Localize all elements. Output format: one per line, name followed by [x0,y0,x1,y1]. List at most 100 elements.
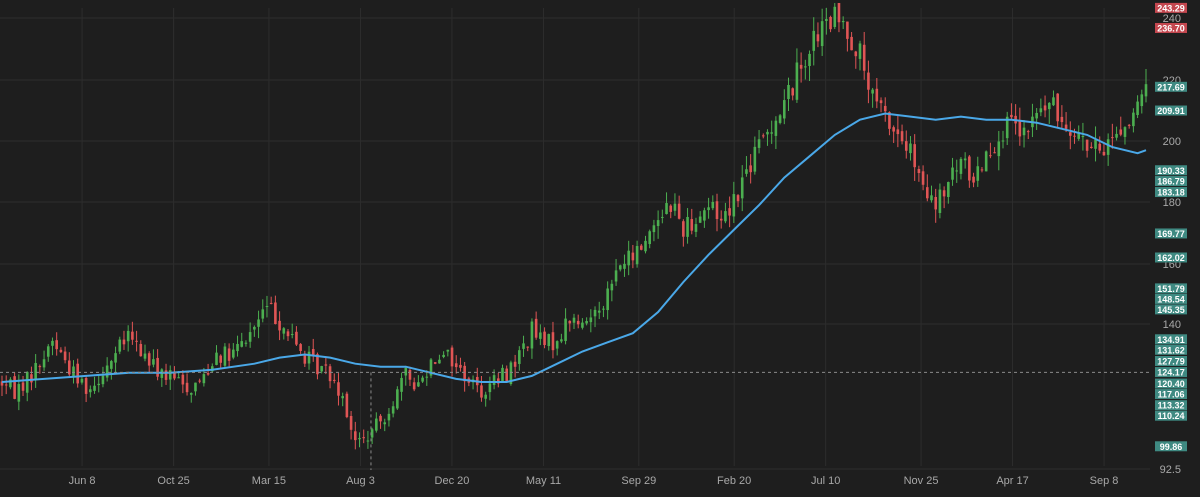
candle-body [143,353,147,359]
candle-body [980,169,984,171]
candle-212 [892,125,895,143]
candle-69 [290,323,294,339]
candle-160 [673,193,677,216]
price-badge-bg [1155,410,1187,421]
candle-body [841,21,845,23]
candle-200 [841,16,845,30]
candle-body [320,366,323,372]
candle-body [303,354,307,364]
candle-238 [1001,130,1005,149]
candle-body [736,195,740,202]
candle-178 [749,154,752,184]
price-badge-bg [1155,105,1187,116]
candle-body [652,225,656,233]
price-badge-text: 120.40 [1157,379,1185,389]
candle-39 [164,363,168,385]
candle-261 [1098,136,1102,154]
candle-123 [518,346,521,371]
candle-body [34,363,37,380]
candle-194 [816,22,820,48]
candle-197 [829,15,832,33]
candle-body [421,377,424,382]
price-badge-text: 127.79 [1157,357,1185,367]
x-tick-label-mar-15: Mar 15 [252,475,286,487]
candle-body [316,354,319,375]
candle-body [387,413,391,421]
candle-body [875,88,879,102]
price-badge-text: 113.32 [1157,401,1184,411]
candle-213 [896,115,900,148]
candle-body [492,375,496,385]
candle-174 [732,181,736,223]
candle-32 [135,330,138,352]
candle-body [358,438,361,440]
candle-body [67,360,71,375]
candle-114 [480,376,483,402]
candle-body [248,332,252,342]
candle-body [724,211,727,222]
candle-body [63,351,67,361]
candle-body [311,348,315,356]
candle-71 [299,343,302,354]
candle-126 [530,318,534,359]
candle-body [530,321,534,349]
candle-13 [55,332,58,356]
price-badge-text: 243.29 [1157,3,1185,13]
candle-242 [1018,107,1022,146]
candle-body [610,283,614,291]
candle-body [38,366,42,368]
candle-100 [421,375,424,383]
candle-body [732,194,736,217]
candle-110 [463,361,466,392]
candle-28 [118,336,122,355]
candle-132 [555,340,559,356]
candle-body [703,210,706,221]
candle-15 [63,346,67,364]
price-badge-99-86: 99.86 [1155,441,1187,452]
candle-body [450,347,454,367]
candle-220 [925,174,929,202]
candle-52 [219,354,223,369]
candle-body [690,219,694,231]
candle-body [522,343,525,349]
candle-body [972,176,975,183]
candle-body [1005,116,1009,139]
candle-body [959,158,963,174]
candle-1 [4,375,8,395]
candle-body [1010,114,1013,118]
candle-body [576,320,580,325]
candle-body [425,376,429,378]
candle-body [337,382,340,396]
candle-body [1106,139,1110,155]
candle-body [778,115,782,123]
candle-body [976,166,980,181]
price-badge-bg [1155,176,1187,187]
candle-body [412,382,416,390]
price-badge-text: 236.70 [1157,24,1185,34]
candle-260 [1094,126,1097,162]
candle-154 [648,229,652,249]
candle-body [719,218,723,221]
candle-268 [1127,124,1131,129]
candle-10 [42,350,46,371]
candle-body [871,89,874,94]
x-tick-label-nov-25: Nov 25 [904,475,939,487]
price-badge-183-18: 183.18 [1155,187,1187,198]
candle-186 [782,89,786,125]
candle-body [59,349,63,353]
candle-171 [719,210,723,229]
candle-175 [736,194,740,208]
candle-body [290,333,294,335]
candle-body [568,320,572,324]
candle-35 [147,351,151,373]
candle-body [989,155,992,157]
candle-body [631,252,635,261]
candle-36 [152,349,155,368]
candle-body [484,394,487,399]
candle-21 [89,385,92,398]
candle-151 [635,240,639,268]
candle-55 [232,343,235,360]
candle-14 [59,347,63,354]
candle-93 [391,401,395,418]
